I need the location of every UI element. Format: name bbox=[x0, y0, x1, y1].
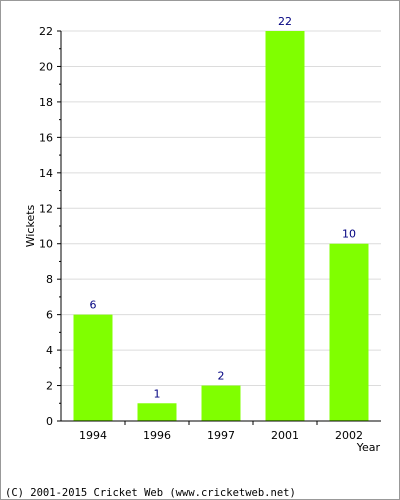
y-tick-label: 2 bbox=[46, 380, 53, 393]
bar-1996 bbox=[137, 403, 177, 421]
y-tick-label: 16 bbox=[39, 131, 53, 144]
y-tick-label: 6 bbox=[46, 309, 53, 322]
y-tick-label: 20 bbox=[39, 60, 53, 73]
x-tick-label: 2002 bbox=[335, 429, 363, 442]
y-tick-label: 8 bbox=[46, 273, 53, 286]
bar-value-label: 2 bbox=[218, 370, 225, 383]
y-ticks: 0 2 4 6 8 10 12 14 16 18 20 22 bbox=[39, 25, 61, 428]
x-tick-label: 2001 bbox=[271, 429, 299, 442]
y-tick-label: 12 bbox=[39, 202, 53, 215]
y-tick-label: 0 bbox=[46, 415, 53, 428]
footer-copyright: (C) 2001-2015 Cricket Web (www.cricketwe… bbox=[5, 487, 296, 499]
y-tick-label: 4 bbox=[46, 344, 53, 357]
bar-1997 bbox=[201, 385, 241, 421]
bar-1994 bbox=[73, 314, 113, 421]
bar-value-label: 10 bbox=[342, 228, 356, 241]
y-tick-label: 10 bbox=[39, 238, 53, 251]
x-tick-label: 1994 bbox=[79, 429, 107, 442]
x-axis-label: Year bbox=[356, 441, 381, 454]
y-tick-label: 14 bbox=[39, 167, 53, 180]
y-axis-label: Wickets bbox=[24, 204, 37, 247]
bar-value-label: 6 bbox=[90, 299, 97, 312]
y-tick-label: 18 bbox=[39, 96, 53, 109]
x-ticks: 1994 1996 1997 2001 2002 bbox=[79, 421, 363, 442]
x-tick-label: 1997 bbox=[207, 429, 235, 442]
bar-2002 bbox=[329, 243, 369, 421]
x-tick-label: 1996 bbox=[143, 429, 171, 442]
bar-2001 bbox=[265, 31, 305, 421]
bar-value-label: 22 bbox=[278, 15, 292, 28]
grid-lines bbox=[61, 30, 381, 387]
bar-value-label: 1 bbox=[154, 387, 161, 400]
y-tick-label: 22 bbox=[39, 25, 53, 38]
bar-series bbox=[73, 31, 369, 421]
